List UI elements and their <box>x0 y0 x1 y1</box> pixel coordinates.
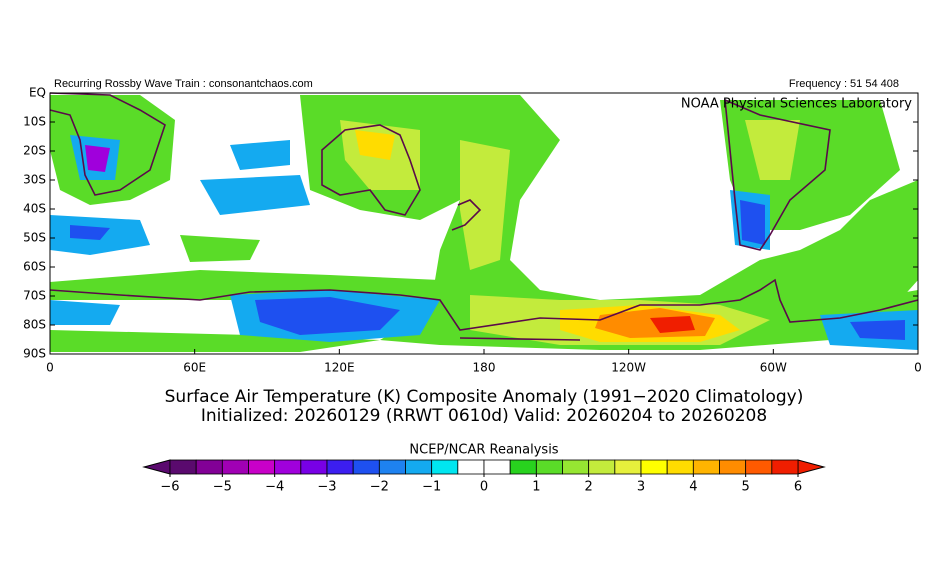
color-bin <box>666 459 694 475</box>
color-bin <box>588 459 616 475</box>
color-bin <box>745 459 773 475</box>
colorbar-arrow-low <box>142 459 171 475</box>
lon-label: 60E <box>183 361 206 375</box>
color-bin <box>378 459 406 475</box>
colorbar-tick-label: 0 <box>480 480 488 495</box>
lat-label: 40S <box>23 202 46 216</box>
lat-label: 10S <box>23 115 46 129</box>
map: NOAA Physical Sciences Laboratory <box>49 92 919 355</box>
color-bin <box>692 459 720 475</box>
colorbar-tick-label: 1 <box>532 480 540 495</box>
lat-label: 30S <box>23 173 46 187</box>
lon-label: 180 <box>473 361 496 375</box>
color-bin <box>195 459 223 475</box>
lat-label: 20S <box>23 144 46 158</box>
colorbar-tick-label: 6 <box>794 480 802 495</box>
colorbar-tick-label: 4 <box>689 480 697 495</box>
colorbar-arrow-high <box>797 459 826 475</box>
color-bin <box>274 459 302 475</box>
lon-label: 120W <box>611 361 646 375</box>
lat-label: 80S <box>23 318 46 332</box>
lon-label: 60W <box>760 361 787 375</box>
colorbar-tick-label: −4 <box>265 480 284 495</box>
lat-label: 60S <box>23 260 46 274</box>
coastline <box>49 92 919 341</box>
color-bin <box>614 459 642 475</box>
header-left: Recurring Rossby Wave Train : consonantc… <box>54 78 313 90</box>
colorbar-tick-label: 3 <box>637 480 645 495</box>
color-bin <box>562 459 590 475</box>
lat-label: EQ <box>29 86 46 100</box>
color-bin <box>300 459 328 475</box>
colorbar-tick-label: −3 <box>317 480 336 495</box>
cold-anomaly-3 <box>85 145 110 172</box>
color-bin <box>771 459 799 475</box>
color-bin <box>431 459 459 475</box>
colorbar-tick-label: −6 <box>160 480 179 495</box>
color-bin <box>640 459 668 475</box>
colorbar: −6 −5 −4 −3 −2 −1 0 1 2 3 4 5 6 <box>142 459 826 495</box>
lon-label: 120E <box>324 361 355 375</box>
color-bin <box>326 459 354 475</box>
color-bin <box>405 459 433 475</box>
color-bin <box>457 459 485 475</box>
colorbar-title: NCEP/NCAR Reanalysis <box>409 443 558 458</box>
color-bin <box>352 459 380 475</box>
colorbar-tick-label: −1 <box>422 480 441 495</box>
colorbar-tick-label: −5 <box>213 480 232 495</box>
map-credit: NOAA Physical Sciences Laboratory <box>681 97 912 112</box>
colorbar-tick-label: 2 <box>585 480 593 495</box>
color-bin <box>509 459 537 475</box>
cold-anomaly-2 <box>70 200 905 340</box>
header-right: Frequency : 51 54 408 <box>789 78 899 90</box>
title-line: Initialized: 20260129 (RRWT 0610d) Valid… <box>201 406 767 426</box>
color-bin <box>248 459 276 475</box>
lon-label: 0 <box>914 361 922 375</box>
color-bin <box>483 459 511 475</box>
lon-label: 0 <box>46 361 54 375</box>
colorbar-tick-label: 5 <box>742 480 750 495</box>
lat-label: 70S <box>23 289 46 303</box>
color-bin <box>169 459 197 475</box>
color-bin <box>221 459 249 475</box>
color-bin <box>719 459 747 475</box>
lat-label: 50S <box>23 231 46 245</box>
title-line: Surface Air Temperature (K) Composite An… <box>165 387 804 407</box>
color-bin <box>535 459 563 475</box>
warm-anomaly-5 <box>650 316 695 333</box>
lat-label: 90S <box>23 347 46 361</box>
colorbar-tick-label: −2 <box>370 480 389 495</box>
